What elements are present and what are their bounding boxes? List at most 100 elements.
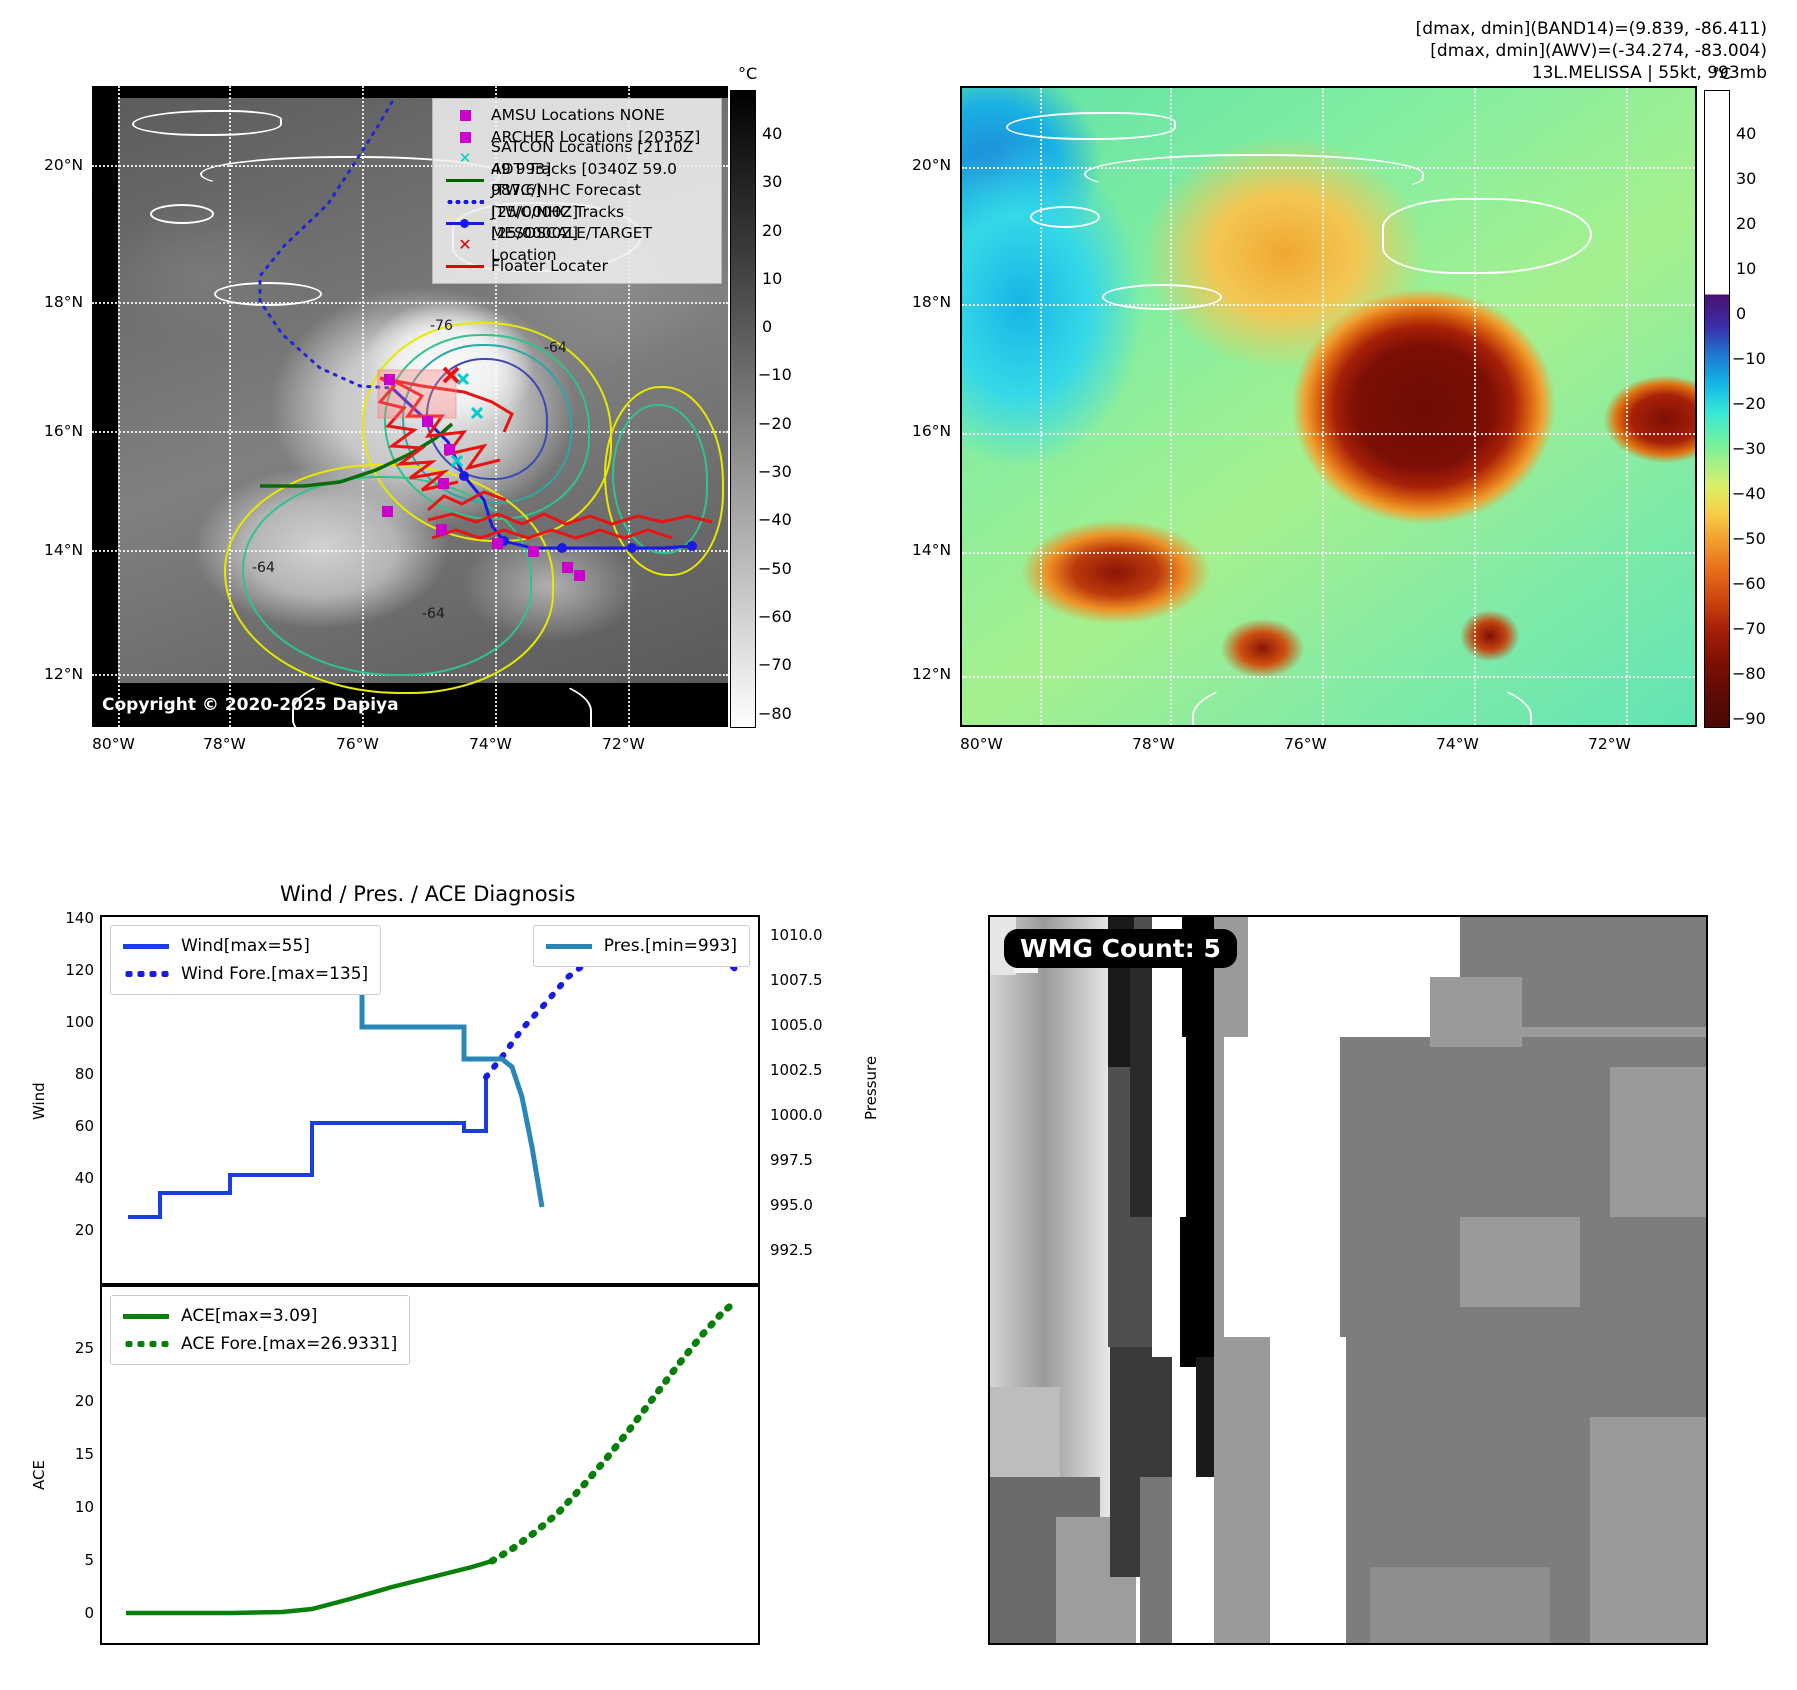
ir-void-left (92, 86, 118, 727)
pressure-ytick: 1005.0 (770, 1016, 823, 1034)
blue-line-marker-icon (439, 218, 491, 228)
tl-colorbar-unit: °C (738, 64, 758, 83)
coastline-jamaica (1102, 284, 1222, 310)
contour-label-64-c: -64 (422, 606, 445, 622)
tr-lon-tick-74W: 74°W (1436, 735, 1479, 753)
wmg-imagery (990, 917, 1706, 1643)
floater-locater-tracks (377, 376, 713, 540)
ir-satellite-panel[interactable]: -76 -64 -64 -64 (92, 86, 728, 727)
legend-item-wind-forecast: Wind Fore.[max=135] (123, 960, 368, 988)
pressure-chart-legend: Pres.[min=993] (532, 925, 750, 967)
ace-chart[interactable]: ACE[max=3.09] ACE Fore.[max=26.9331] (100, 1285, 760, 1645)
tr-cb-tick: −90 (1732, 709, 1766, 728)
coastline-cuba-west (132, 110, 282, 136)
tr-lat-tick-18N: 18°N (912, 293, 952, 311)
gridline-lon-80W (118, 86, 120, 727)
pressure-ytick: 1002.5 (770, 1061, 823, 1079)
magenta-square-icon (439, 110, 491, 122)
contour-label-76: -76 (430, 318, 453, 334)
contour-ring-yellow-east (604, 386, 724, 576)
dmax-dmin-awv: [dmax, dmin](AWV)=(-34.274, -83.004) (1430, 41, 1767, 61)
legend-item-ace: ACE[max=3.09] (123, 1302, 397, 1330)
coastline-cuba-west (1006, 112, 1176, 140)
tl-cb-tick: −30 (758, 462, 792, 481)
wind-axis-label: Wind (30, 1082, 48, 1120)
legend-item-amsu: AMSU Locations NONE (439, 105, 713, 127)
tr-cb-tick: −80 (1732, 664, 1766, 683)
jtwc-nhc-forecast-track (258, 100, 394, 390)
ace-ytick: 0 (84, 1604, 94, 1622)
legend-label: Pres.[min=993] (603, 936, 737, 956)
gridline-lat-18N (962, 304, 1695, 306)
legend-label: SATCON Locations [2110Z 49 993] (491, 138, 694, 178)
legend-item-floater-locater: Floater Locater (439, 256, 713, 278)
legend-item-mesoscale-target: ✕ MESOSCALE/TARGET Location (439, 224, 713, 264)
blue-solid-line-icon (123, 943, 181, 949)
legend-label: AMSU Locations NONE (491, 106, 665, 124)
tr-lon-tick-76W: 76°W (1284, 735, 1327, 753)
tr-cb-tick: −40 (1732, 484, 1766, 503)
tr-lat-tick-12N: 12°N (912, 665, 952, 683)
wind-observed-series (128, 1077, 488, 1219)
ace-ytick: 10 (74, 1498, 94, 1516)
legend-item-satcon: ✕ SATCON Locations [2110Z 49 993] (439, 138, 713, 178)
tl-lat-tick-16N: 16°N (44, 422, 84, 440)
cyan-x-icon: ✕ (458, 149, 472, 168)
storm-identifier: 13L.MELISSA | 55kt, 993mb (1531, 63, 1767, 83)
ace-observed-series (126, 1558, 493, 1616)
awv-enhanced-ir-panel[interactable] (960, 86, 1697, 727)
pressure-ytick: 1010.0 (770, 926, 823, 944)
legend-item-archer: ARCHER Locations [2035Z] (439, 127, 713, 149)
legend-label: MESOSCALE/TARGET Location (491, 224, 653, 264)
legend-item-adt-tracks: ADT Tracks [0340Z 59.0 987.6] (439, 160, 713, 199)
tl-cb-tick: −50 (758, 559, 792, 578)
coastline-jamaica (214, 282, 322, 306)
wmg-cell (1130, 947, 1156, 1217)
mesoscale-target-marker (442, 366, 460, 384)
gridline-lon-80W (1040, 88, 1042, 725)
pressure-ytick: 1007.5 (770, 971, 823, 989)
tl-lon-tick-80W: 80°W (92, 735, 135, 753)
tl-lon-tick-74W: 74°W (469, 735, 512, 753)
legend-label: ACE[max=3.09] (181, 1306, 318, 1326)
map-legend: AMSU Locations NONE ARCHER Locations [20… (432, 98, 722, 284)
wind-ytick: 20 (74, 1221, 94, 1239)
legend-label: Wind[max=55] (181, 936, 310, 956)
ir-void-top (92, 86, 728, 98)
red-x-icon: ✕ (458, 234, 472, 254)
track-overlay-svg (258, 100, 713, 581)
adt-track (260, 422, 454, 488)
tr-cb-tick: −60 (1732, 574, 1766, 593)
contour-label-64-a: -64 (544, 340, 567, 356)
gridline-lat-18N (92, 302, 728, 304)
blue-dotted-line-icon (123, 971, 181, 977)
tl-cb-tick: −40 (758, 510, 792, 529)
coastline-caymans (150, 204, 214, 224)
gridline-lon-78W (229, 86, 231, 727)
wmg-cell (1186, 1037, 1214, 1217)
pressure-ytick: 995.0 (770, 1196, 813, 1214)
wmg-cell (1370, 1567, 1550, 1643)
wind-pressure-chart[interactable]: Wind[max=55] Wind Fore.[max=135] Pres.[m… (100, 915, 760, 1285)
wind-ytick: 120 (65, 961, 94, 979)
tl-cb-tick: 30 (762, 172, 783, 191)
tl-lon-tick-76W: 76°W (336, 735, 379, 753)
coastline-cuba-main (1084, 154, 1424, 196)
legend-label: ADT Tracks [0340Z 59.0 987.6] (491, 159, 678, 200)
ace-ytick: 20 (74, 1392, 94, 1410)
wmg-cell (1460, 1217, 1580, 1307)
tl-cb-tick: −80 (758, 704, 792, 723)
green-dotted-line-icon (123, 1341, 181, 1347)
pressure-ytick: 1000.0 (770, 1106, 823, 1124)
legend-label: JTWC/NHC Tracks [25/0000Z] (491, 202, 625, 243)
tr-cb-tick: 20 (1736, 214, 1757, 233)
wmg-count-badge: WMG Count: 5 (1004, 929, 1237, 968)
tr-colorbar-gradient (1704, 90, 1730, 728)
ace-ytick: 15 (74, 1445, 94, 1463)
ace-forecast-series (488, 1297, 740, 1565)
wmg-microwave-panel[interactable]: WMG Count: 5 (988, 915, 1708, 1645)
tr-cb-tick: −30 (1732, 439, 1766, 458)
wind-ytick: 60 (74, 1117, 94, 1135)
tr-lon-tick-78W: 78°W (1132, 735, 1175, 753)
